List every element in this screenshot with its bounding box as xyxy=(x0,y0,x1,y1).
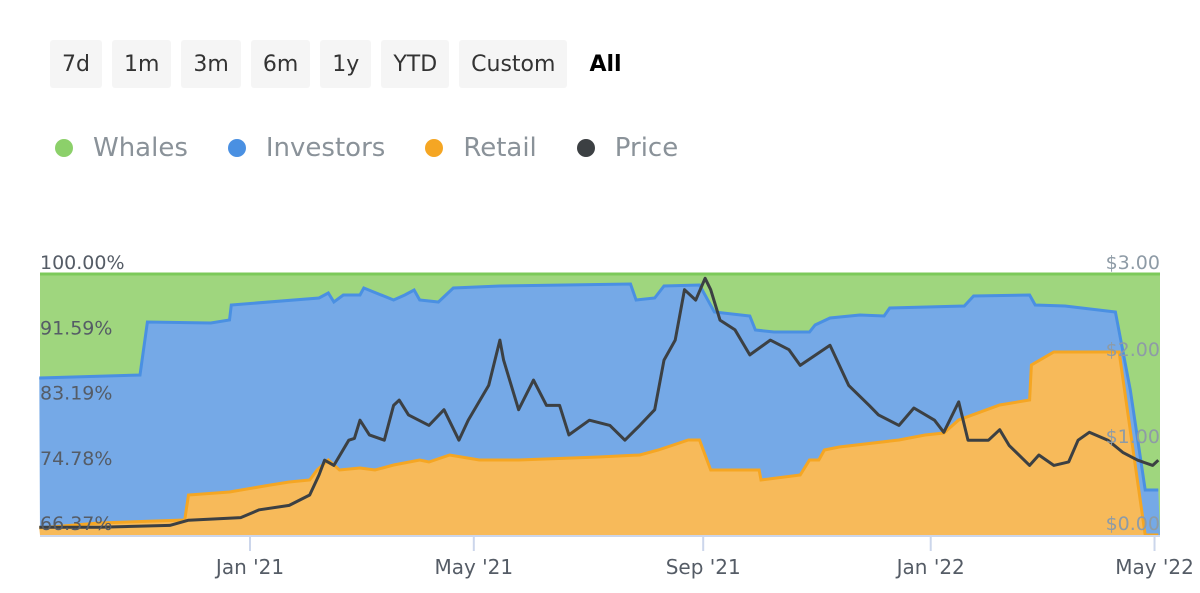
y-right-tick-label: $1.00 xyxy=(1106,426,1160,448)
x-tick-label: Jan '22 xyxy=(895,555,965,579)
range-7d-button[interactable]: 7d xyxy=(50,40,102,88)
y-left-tick-label: 74.78% xyxy=(40,448,112,470)
y-right-tick-label: $0.00 xyxy=(1106,513,1160,535)
y-right-tick-label: $2.00 xyxy=(1106,339,1160,361)
legend-price[interactable]: Price xyxy=(576,133,679,163)
y-left-tick-label: 100.00% xyxy=(40,252,125,274)
range-1y-button[interactable]: 1y xyxy=(320,40,372,88)
legend-label: Investors xyxy=(265,133,386,163)
investors-dot-icon xyxy=(227,139,246,157)
price-line xyxy=(39,276,1160,529)
investors-line xyxy=(39,282,1159,492)
retail-dot-icon xyxy=(425,139,444,157)
range-all-button[interactable]: All xyxy=(577,40,634,88)
range-custom-button[interactable]: Custom xyxy=(459,40,568,88)
range-6m-button[interactable]: 6m xyxy=(250,40,311,88)
legend-investors[interactable]: Investors xyxy=(227,133,386,163)
legend-label: Whales xyxy=(93,133,188,163)
legend: Whales Investors Retail Price xyxy=(55,133,678,163)
y-left-tick-label: 83.19% xyxy=(40,383,112,405)
x-tick-label: Jan '21 xyxy=(214,555,284,579)
y-left-tick-label: 66.37% xyxy=(40,513,112,535)
range-selector: 7d 1m 3m 6m 1y YTD Custom All xyxy=(50,40,634,88)
price-dot-icon xyxy=(576,139,595,157)
retail-line xyxy=(39,350,1159,537)
whales-dot-icon xyxy=(55,139,73,157)
x-tick-label: May '22 xyxy=(1115,555,1194,579)
y-left-tick-label: 91.59% xyxy=(40,317,112,339)
range-1m-button[interactable]: 1m xyxy=(111,40,172,88)
legend-label: Retail xyxy=(463,133,537,163)
x-tick-label: Sep '21 xyxy=(666,555,741,579)
range-3m-button[interactable]: 3m xyxy=(181,40,241,88)
legend-retail[interactable]: Retail xyxy=(425,133,537,163)
range-ytd-button[interactable]: YTD xyxy=(381,40,450,88)
y-right-tick-label: $3.00 xyxy=(1106,252,1160,274)
x-tick-label: May '21 xyxy=(434,555,513,579)
retail-area xyxy=(39,352,1160,535)
legend-label: Price xyxy=(614,133,679,163)
legend-whales[interactable]: Whales xyxy=(55,133,188,163)
